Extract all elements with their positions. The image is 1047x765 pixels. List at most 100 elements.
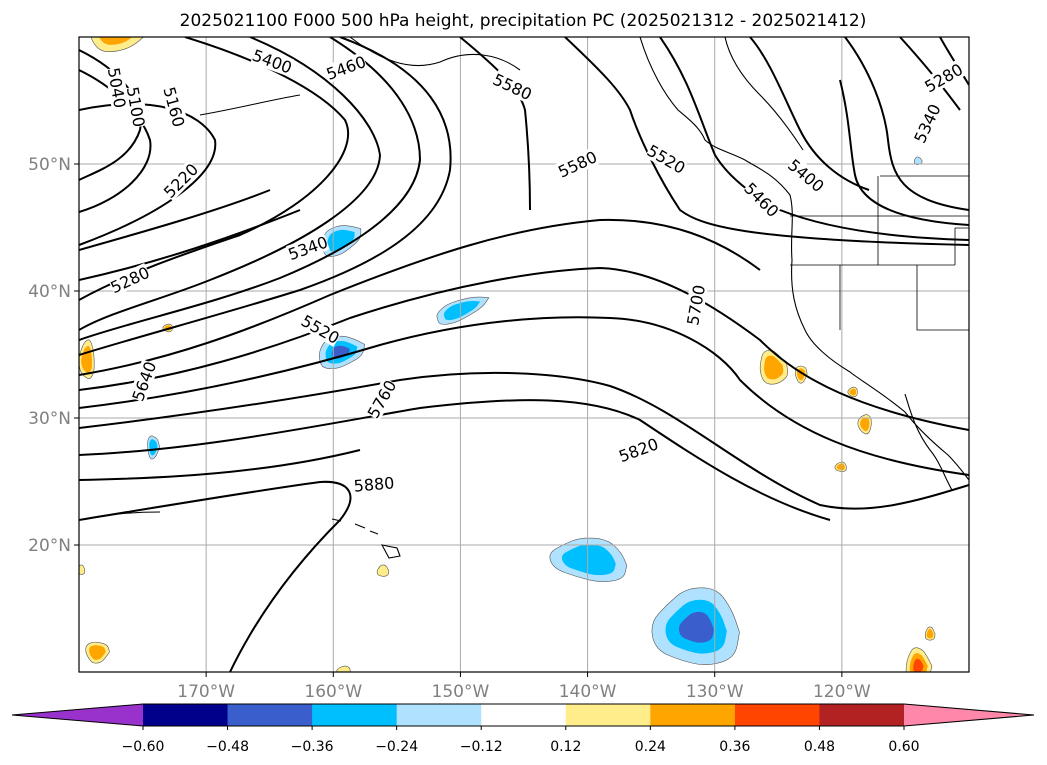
longitude-tick-label: 140°W bbox=[559, 682, 617, 702]
latitude-tick-label: 30°N bbox=[28, 409, 71, 429]
precip-region-11-level-1 bbox=[859, 417, 870, 432]
contour-label-background bbox=[285, 232, 330, 264]
height-contour-22 bbox=[79, 189, 271, 251]
colorbar-bin bbox=[396, 704, 482, 726]
precip-region-18-level-0 bbox=[79, 564, 86, 575]
contour-label: 5880 bbox=[353, 473, 395, 495]
height-contour-4 bbox=[79, 37, 382, 331]
precip-region-19-level-0 bbox=[336, 665, 351, 672]
colorbar-tick-label: −0.36 bbox=[291, 739, 334, 755]
longitude-tick-label: 170°W bbox=[177, 682, 235, 702]
height-contour-5 bbox=[79, 37, 422, 341]
height-contour-10 bbox=[79, 371, 969, 510]
colorbar-bin bbox=[481, 704, 567, 726]
colorbar-extend-high bbox=[904, 704, 1034, 726]
coastline-segment-4 bbox=[904, 393, 953, 491]
contour-label-background bbox=[741, 179, 783, 221]
contour-label-background bbox=[921, 59, 966, 96]
contour-label-background bbox=[128, 359, 160, 404]
longitude-tick-labels: 170°W 160°W 150°W 140°W 130°W 120°W bbox=[177, 672, 871, 702]
height-contour-15 bbox=[564, 37, 969, 246]
colorbar-tick-label: 0.36 bbox=[719, 739, 750, 755]
longitude-tick-label: 120°W bbox=[813, 682, 871, 702]
map-frame bbox=[78, 36, 970, 673]
colorbar-tick-label: 0.12 bbox=[550, 739, 581, 755]
contour-label-background bbox=[160, 85, 189, 129]
height-contour-6 bbox=[79, 37, 452, 356]
height-contour-21 bbox=[839, 79, 969, 226]
height-contour-23 bbox=[79, 209, 301, 281]
contour-label-background bbox=[683, 283, 708, 327]
latitude-tick-label: 40°N bbox=[28, 282, 71, 302]
contour-label-background bbox=[644, 141, 689, 177]
contour-label-background bbox=[490, 69, 535, 104]
precip-region-0-level-1 bbox=[99, 37, 133, 45]
height-contour-layer bbox=[79, 37, 969, 672]
contour-label-background bbox=[324, 52, 368, 83]
contour-label-background bbox=[910, 101, 944, 146]
coastline-segment-3 bbox=[199, 94, 301, 116]
contour-label-background bbox=[123, 85, 149, 129]
graticule bbox=[79, 37, 969, 672]
colorbar-bin bbox=[312, 704, 398, 726]
contour-label-background bbox=[160, 160, 202, 202]
chart-title: 2025021100 F000 500 hPa height, precipit… bbox=[180, 11, 867, 31]
height-contour-13 bbox=[79, 480, 352, 672]
colorbar-bin bbox=[565, 704, 651, 726]
colorbar: −0.60 −0.48 −0.36 −0.24 −0.12 0.12 0.24 0.36 0.4… bbox=[11, 703, 1035, 755]
height-contour-9 bbox=[79, 316, 969, 476]
height-contour-17 bbox=[749, 37, 870, 191]
coastline-segment-5 bbox=[380, 544, 401, 559]
coastline-segment-1 bbox=[724, 37, 804, 151]
precip-region-8-level-2 bbox=[678, 611, 714, 643]
colorbar-tick-label: 0.48 bbox=[804, 739, 835, 755]
colorbar-extend-low bbox=[12, 704, 143, 726]
precip-region-16-level-2 bbox=[913, 658, 924, 672]
precip-region-15-level-0 bbox=[376, 564, 390, 577]
precip-region-7-level-1 bbox=[561, 544, 616, 576]
height-contour-18 bbox=[844, 37, 969, 211]
height-contour-7 bbox=[79, 218, 761, 376]
contour-label-background bbox=[616, 434, 661, 466]
coastline-segment-7 bbox=[354, 523, 366, 529]
precip-region-1-level-1 bbox=[327, 229, 355, 252]
precip-region-14-level-1 bbox=[89, 645, 106, 660]
colorbar-tick-label: 0.24 bbox=[635, 739, 666, 755]
precip-region-9-level-1 bbox=[764, 355, 784, 380]
colorbar-tick-label: −0.48 bbox=[206, 739, 249, 755]
colorbar-tick-label: −0.24 bbox=[375, 739, 418, 755]
height-contour-12 bbox=[79, 449, 361, 481]
height-contour-8 bbox=[79, 266, 969, 431]
coastline-segment-8 bbox=[369, 530, 379, 535]
colorbar-bin bbox=[143, 704, 229, 726]
contour-label-background bbox=[555, 147, 600, 181]
contour-label-background bbox=[785, 155, 828, 196]
height-contour-11 bbox=[79, 399, 831, 521]
latitude-tick-label: 20°N bbox=[28, 536, 71, 556]
colorbar-tick-label: 0.60 bbox=[888, 739, 919, 755]
longitude-tick-label: 130°W bbox=[686, 682, 744, 702]
contour-label-background bbox=[107, 262, 152, 297]
height-contour-14 bbox=[459, 37, 531, 211]
colorbar-tick-label: −0.60 bbox=[122, 739, 165, 755]
longitude-tick-label: 150°W bbox=[432, 682, 490, 702]
colorbar-bin bbox=[650, 704, 736, 726]
colorbar-bin bbox=[227, 704, 313, 726]
latitude-tick-labels: 50°N 40°N 30°N 20°N bbox=[28, 155, 79, 556]
latitude-tick-label: 50°N bbox=[28, 155, 71, 175]
precip-region-12-level-1 bbox=[836, 463, 845, 471]
height-contour-3 bbox=[79, 37, 350, 301]
contour-label-background bbox=[363, 377, 400, 421]
map-background bbox=[79, 37, 969, 672]
contour-label-background bbox=[298, 311, 343, 347]
colorbar-bin bbox=[734, 704, 820, 726]
contour-label-background bbox=[353, 473, 395, 495]
coastline-segment-0 bbox=[639, 37, 969, 481]
height-contour-1 bbox=[79, 69, 152, 213]
state-border-lines bbox=[790, 175, 969, 331]
colorbar-bin bbox=[819, 704, 905, 726]
precip-region-13-level-1 bbox=[849, 388, 857, 396]
precip-region-4-level-1 bbox=[149, 439, 158, 456]
